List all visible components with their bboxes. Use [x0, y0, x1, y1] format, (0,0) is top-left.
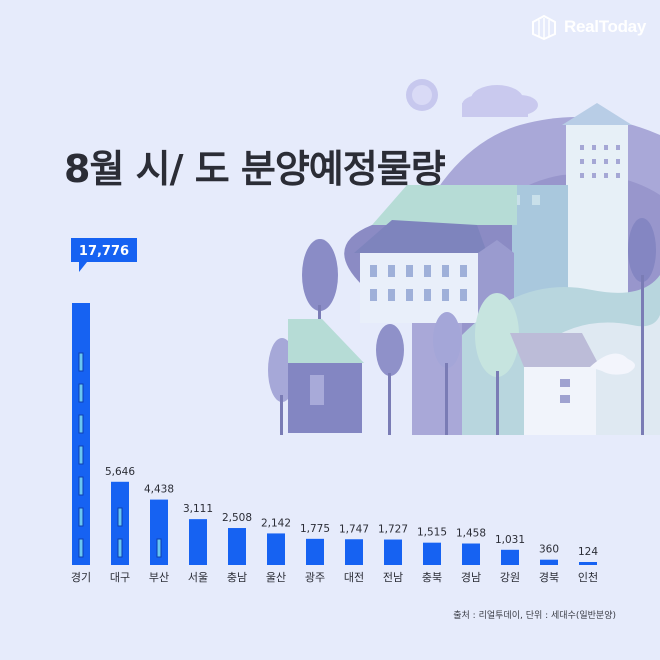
data-label: 1,031: [495, 534, 525, 546]
bird-icon: [590, 353, 635, 375]
bar-stripe: [156, 538, 162, 558]
bar: [423, 542, 441, 565]
data-label: 1,515: [417, 527, 447, 539]
bar-stripe: [78, 538, 84, 558]
bar-group-울산: 울산 2,142: [261, 517, 291, 584]
bar-group-경기: 경기 17,776: [71, 238, 137, 584]
x-tick-label: 대전: [344, 571, 364, 584]
bar-group-광주: 광주 1,775: [300, 523, 330, 584]
data-label: 1,727: [378, 524, 408, 536]
x-tick-label: 충남: [227, 571, 247, 584]
x-tick-label: 경기: [71, 571, 91, 584]
bar-stripe: [78, 414, 84, 434]
bar-stripe: [78, 507, 84, 527]
bar-group-부산: 부산 4,438: [144, 484, 174, 584]
x-tick-label: 부산: [149, 571, 169, 584]
data-label: 3,111: [183, 503, 213, 515]
sun-icon: [406, 79, 438, 111]
bar-group-인천: 인천 124: [578, 546, 598, 584]
x-tick-label: 울산: [266, 571, 286, 584]
bar-stripe: [78, 445, 84, 465]
bar: [306, 538, 324, 565]
bar-group-전남: 전남 1,727: [378, 524, 408, 584]
x-tick-label: 강원: [500, 571, 520, 584]
bar-group-대전: 대전 1,747: [339, 523, 369, 584]
bar: [579, 562, 597, 565]
bar: [501, 549, 519, 565]
bar-stripe: [78, 383, 84, 403]
x-tick-label: 전남: [383, 571, 403, 584]
data-label: 5,646: [105, 466, 135, 478]
source-note: 출처 : 리얼투데이, 단위 : 세대수(일반분양): [453, 611, 616, 621]
data-label: 2,142: [261, 517, 291, 529]
bar-group-충북: 충북 1,515: [417, 527, 447, 584]
value-callout: [71, 238, 137, 272]
bar-group-경남: 경남 1,458: [456, 528, 486, 584]
data-label: 4,438: [144, 484, 174, 496]
cloud-icon: [462, 85, 538, 117]
bar-stripe: [78, 352, 84, 372]
bar: [228, 528, 246, 565]
x-tick-label: 대구: [110, 571, 130, 584]
bar-group-경북: 경북 360: [539, 544, 559, 584]
bar: [540, 559, 558, 565]
bar: [384, 539, 402, 565]
bar: [345, 539, 363, 565]
bar-group-강원: 강원 1,031: [495, 534, 525, 584]
bar: [150, 499, 168, 565]
data-label: 17,776: [79, 244, 129, 259]
bar-group-서울: 서울 3,111: [183, 503, 213, 584]
data-label: 360: [539, 544, 559, 556]
bar: [462, 543, 480, 565]
brand-name: RealToday: [563, 17, 646, 36]
main-house: [354, 220, 514, 323]
data-label: 1,458: [456, 528, 486, 540]
bar-group-충남: 충남 2,508: [222, 512, 252, 584]
x-tick-label: 인천: [578, 570, 598, 584]
brand-logo: RealToday: [530, 14, 646, 40]
small-house-left: [288, 319, 364, 433]
town-illustration: [268, 79, 660, 435]
page-title: 8월 시/ 도 분양예정물량: [64, 147, 446, 191]
x-tick-label: 경남: [461, 571, 481, 584]
data-label: 124: [578, 546, 598, 558]
x-tick-label: 광주: [305, 571, 325, 584]
bar-group-대구: 대구 5,646: [105, 466, 135, 584]
bar-stripe: [117, 538, 123, 558]
small-house-right: [510, 333, 600, 435]
bar: [189, 519, 207, 565]
x-tick-label: 충북: [422, 571, 442, 584]
x-tick-label: 서울: [188, 571, 208, 584]
data-label: 1,775: [300, 523, 330, 535]
bar: [72, 303, 90, 565]
data-label: 1,747: [339, 523, 369, 535]
x-tick-label: 경북: [539, 571, 559, 584]
data-label: 2,508: [222, 512, 252, 524]
bar-stripe: [78, 476, 84, 496]
bar: [267, 533, 285, 565]
bar-stripe: [117, 507, 123, 527]
logo-icon: [531, 14, 556, 40]
